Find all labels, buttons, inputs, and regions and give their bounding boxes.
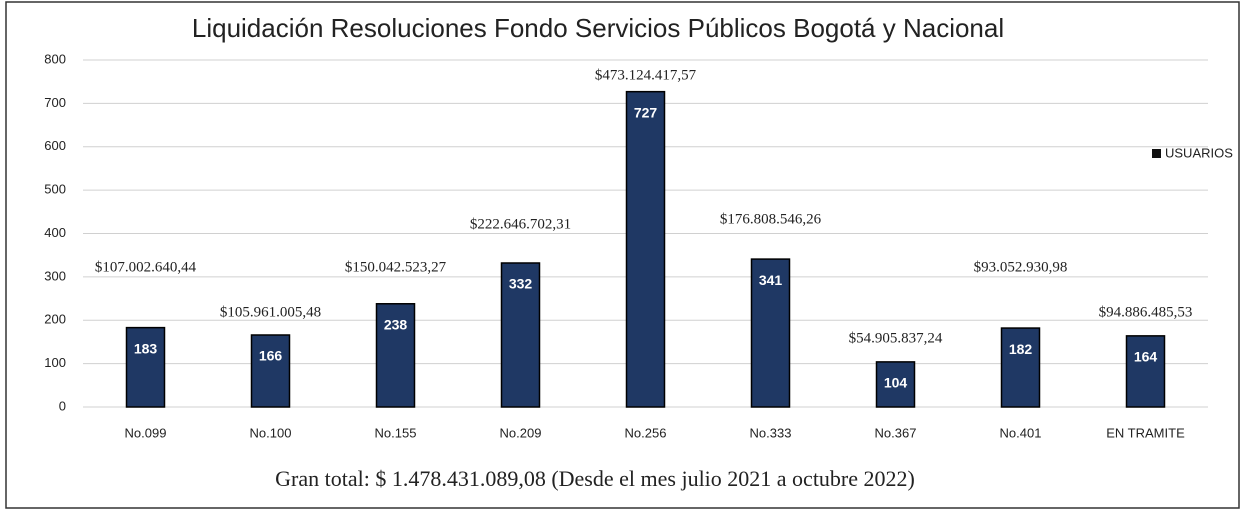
y-tick-label: 400 — [44, 225, 66, 240]
data-label: 727 — [634, 104, 658, 120]
annotation: $176.808.546,26 — [720, 211, 822, 227]
caption: Gran total: $ 1.478.431.089,08 (Desde el… — [275, 466, 915, 491]
y-tick-label: 700 — [44, 95, 66, 110]
data-label: 182 — [1009, 341, 1033, 357]
x-tick-label: EN TRAMITE — [1106, 425, 1185, 440]
data-label: 238 — [384, 316, 408, 332]
bar — [750, 258, 791, 408]
y-tick-label: 200 — [44, 312, 66, 327]
x-tick-label: No.209 — [500, 425, 542, 440]
frame — [5, 1, 1240, 509]
chart-title: Liquidación Resoluciones Fondo Servicios… — [192, 13, 1004, 43]
data-label: 183 — [134, 340, 158, 356]
annotation: $105.961.005,48 — [220, 304, 321, 320]
x-tick-label: No.100 — [250, 425, 292, 440]
x-tick-label: No.333 — [750, 425, 792, 440]
x-tick-label: No.367 — [875, 425, 917, 440]
y-tick-label: 500 — [44, 182, 66, 197]
data-label: 332 — [509, 276, 533, 292]
y-tick-label: 600 — [44, 138, 66, 153]
data-label: 166 — [259, 348, 283, 364]
annotation: $107.002.640,44 — [95, 259, 197, 275]
y-tick-label: 800 — [44, 51, 66, 66]
x-tick-label: No.256 — [625, 425, 667, 440]
y-tick-label: 0 — [59, 398, 66, 413]
legend-swatch — [1152, 149, 1161, 158]
legend-label: USUARIOS — [1165, 145, 1233, 160]
y-tick-label: 100 — [44, 355, 66, 370]
y-tick-label: 300 — [44, 268, 66, 283]
x-tick-label: No.099 — [125, 425, 167, 440]
annotation: $94.886.485,53 — [1099, 304, 1193, 320]
data-label: 104 — [884, 375, 908, 391]
bar — [250, 334, 291, 408]
annotation: $93.052.930,98 — [974, 259, 1068, 275]
x-tick-label: No.155 — [375, 425, 417, 440]
bar — [1125, 335, 1166, 408]
data-label: 341 — [759, 272, 783, 288]
bar — [125, 326, 166, 408]
bar — [500, 262, 541, 408]
bar — [625, 90, 666, 408]
bar — [375, 303, 416, 408]
annotation: $473.124.417,57 — [595, 67, 697, 83]
data-label: 164 — [1134, 349, 1158, 365]
x-tick-label: No.401 — [1000, 425, 1042, 440]
annotation: $150.042.523,27 — [345, 259, 447, 275]
bar — [1000, 327, 1041, 408]
annotation: $54.905.837,24 — [849, 330, 943, 346]
annotation: $222.646.702,31 — [470, 216, 571, 232]
bar — [875, 361, 916, 408]
